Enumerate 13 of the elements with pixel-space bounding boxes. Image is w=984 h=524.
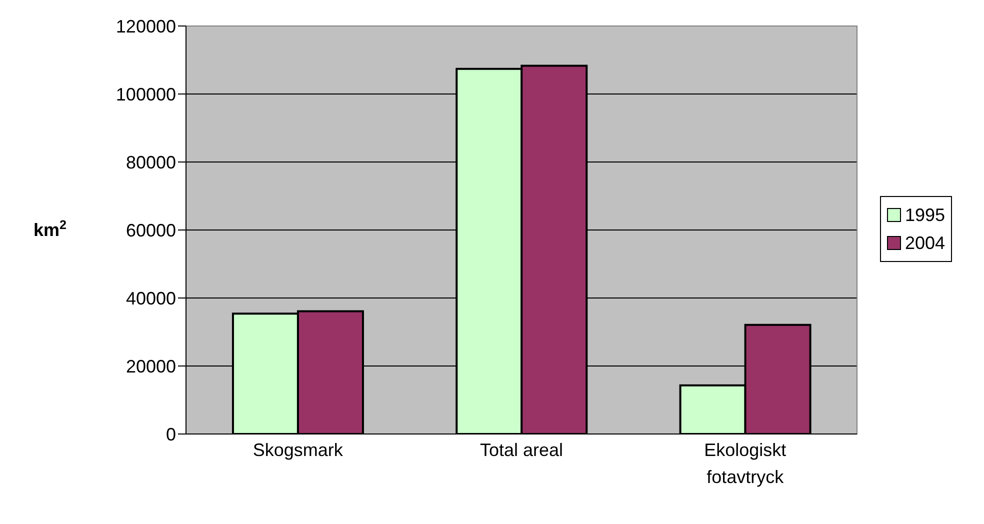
- y-tick-label: 40000: [126, 288, 176, 308]
- x-tick-label: Skogsmark: [252, 440, 344, 460]
- y-tick-label: 120000: [116, 16, 176, 36]
- legend-label: 1995: [905, 204, 946, 226]
- legend-label: 2004: [905, 232, 946, 254]
- y-tick-label: 20000: [126, 356, 176, 376]
- y-tick-label: 80000: [126, 152, 176, 172]
- y-tick-label: 0: [166, 424, 176, 444]
- y-tick-label: 60000: [126, 220, 176, 240]
- x-tick-label: Total areal: [480, 440, 564, 460]
- y-axis-title: km$^{2}$: [33, 218, 67, 240]
- y-tick-label: 100000: [116, 84, 176, 104]
- x-tick-label: Ekologiskt fotavtryck: [704, 440, 786, 487]
